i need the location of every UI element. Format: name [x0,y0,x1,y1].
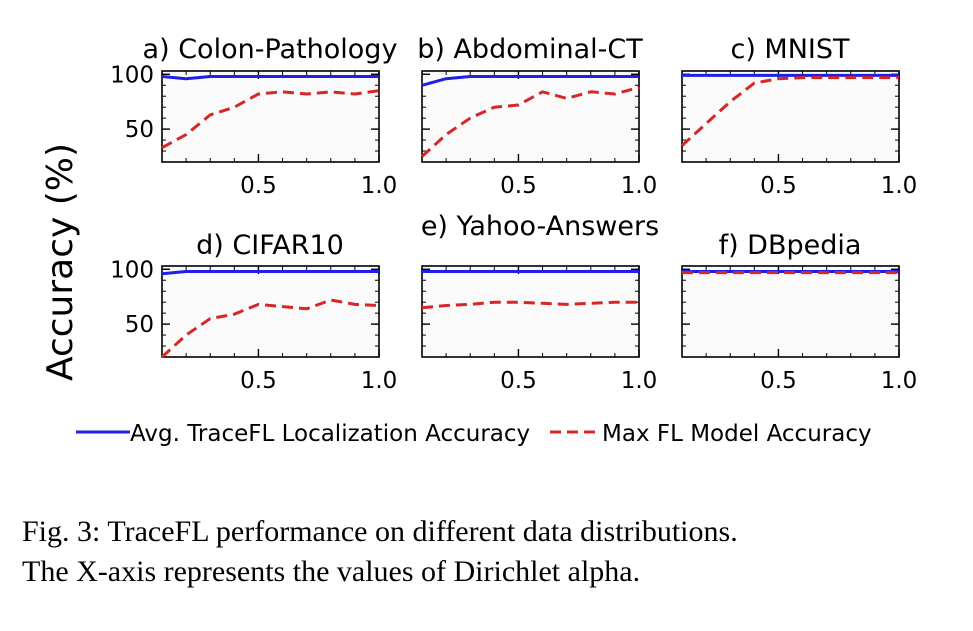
subplot-b-abdominal-ct: 0.5 1.0 b) Abdominal-CT [417,34,657,199]
subplot-title: f) DBpedia [719,230,862,261]
caption-line-1: Fig. 3: TraceFL performance on different… [22,515,738,548]
series-line-avg-tracefl-localization-accuracy [421,75,639,87]
subplot-d-cifar10: 0.5 1.0 50 100 d) CIFAR10 [110,230,397,394]
y-tick-label: 100 [110,62,154,88]
legend-item-avg-tracefl-localization-accuracy: Avg. TraceFL Localization Accuracy [76,421,530,447]
x-tick-label: 0.5 [240,173,277,199]
y-tick-label: 50 [125,117,154,143]
legend-item-max-fl-model-accuracy: Max FL Model Accuracy [550,421,872,447]
series-line-avg-tracefl-localization-accuracy [161,75,379,81]
subplot-title: d) CIFAR10 [196,230,344,261]
x-tick-label: 1.0 [361,173,398,199]
subplot-title: e) Yahoo-Answers [421,211,659,242]
x-tick-label: 0.5 [760,368,797,394]
x-tick-label: 1.0 [361,368,398,394]
legend-label: Avg. TraceFL Localization Accuracy [130,421,530,447]
legend: Avg. TraceFL Localization Accuracy Max FL… [76,421,872,447]
series-line-max-fl-model-accuracy [420,85,640,158]
plot-area [161,265,380,358]
plot-area [161,70,380,163]
subplot-title: c) MNIST [730,34,850,65]
x-tick-label: 1.0 [881,173,918,199]
x-tick-label: 1.0 [621,173,658,199]
x-tick-label: 0.5 [240,368,277,394]
x-tick-label: 1.0 [621,368,658,394]
x-tick-label: 0.5 [500,173,537,199]
plot-area [681,70,900,163]
legend-label: Max FL Model Accuracy [602,421,872,447]
subplot-c-mnist: 0.5 1.0 c) MNIST [680,34,918,199]
y-tick-label: 100 [110,257,154,283]
y-axis-label: Accuracy (%) [40,143,81,381]
y-tick-label: 50 [125,312,154,338]
subplot-f-dbpedia: 0.5 1.0 f) DBpedia [681,230,918,394]
x-tick-label: 0.5 [500,368,537,394]
plot-area [421,265,640,358]
subplot-title: b) Abdominal-CT [417,34,643,65]
series-line-max-fl-model-accuracy [160,298,380,359]
subplot-e-yahoo-answers: 0.5 1.0 e) Yahoo-Answers [421,211,659,394]
series-line-max-fl-model-accuracy [421,300,639,310]
x-tick-label: 1.0 [881,368,918,394]
series-line-max-fl-model-accuracy [161,89,380,150]
plot-area [681,265,900,358]
x-tick-label: 0.5 [760,173,797,199]
series-line-max-fl-model-accuracy [680,76,899,147]
series-line-avg-tracefl-localization-accuracy [161,270,379,276]
subplot-title: a) Colon-Pathology [143,34,398,65]
figure-caption: Fig. 3: TraceFL performance on different… [22,512,950,592]
plot-area [421,70,640,163]
caption-line-2: The X-axis represents the values of Diri… [22,555,641,588]
